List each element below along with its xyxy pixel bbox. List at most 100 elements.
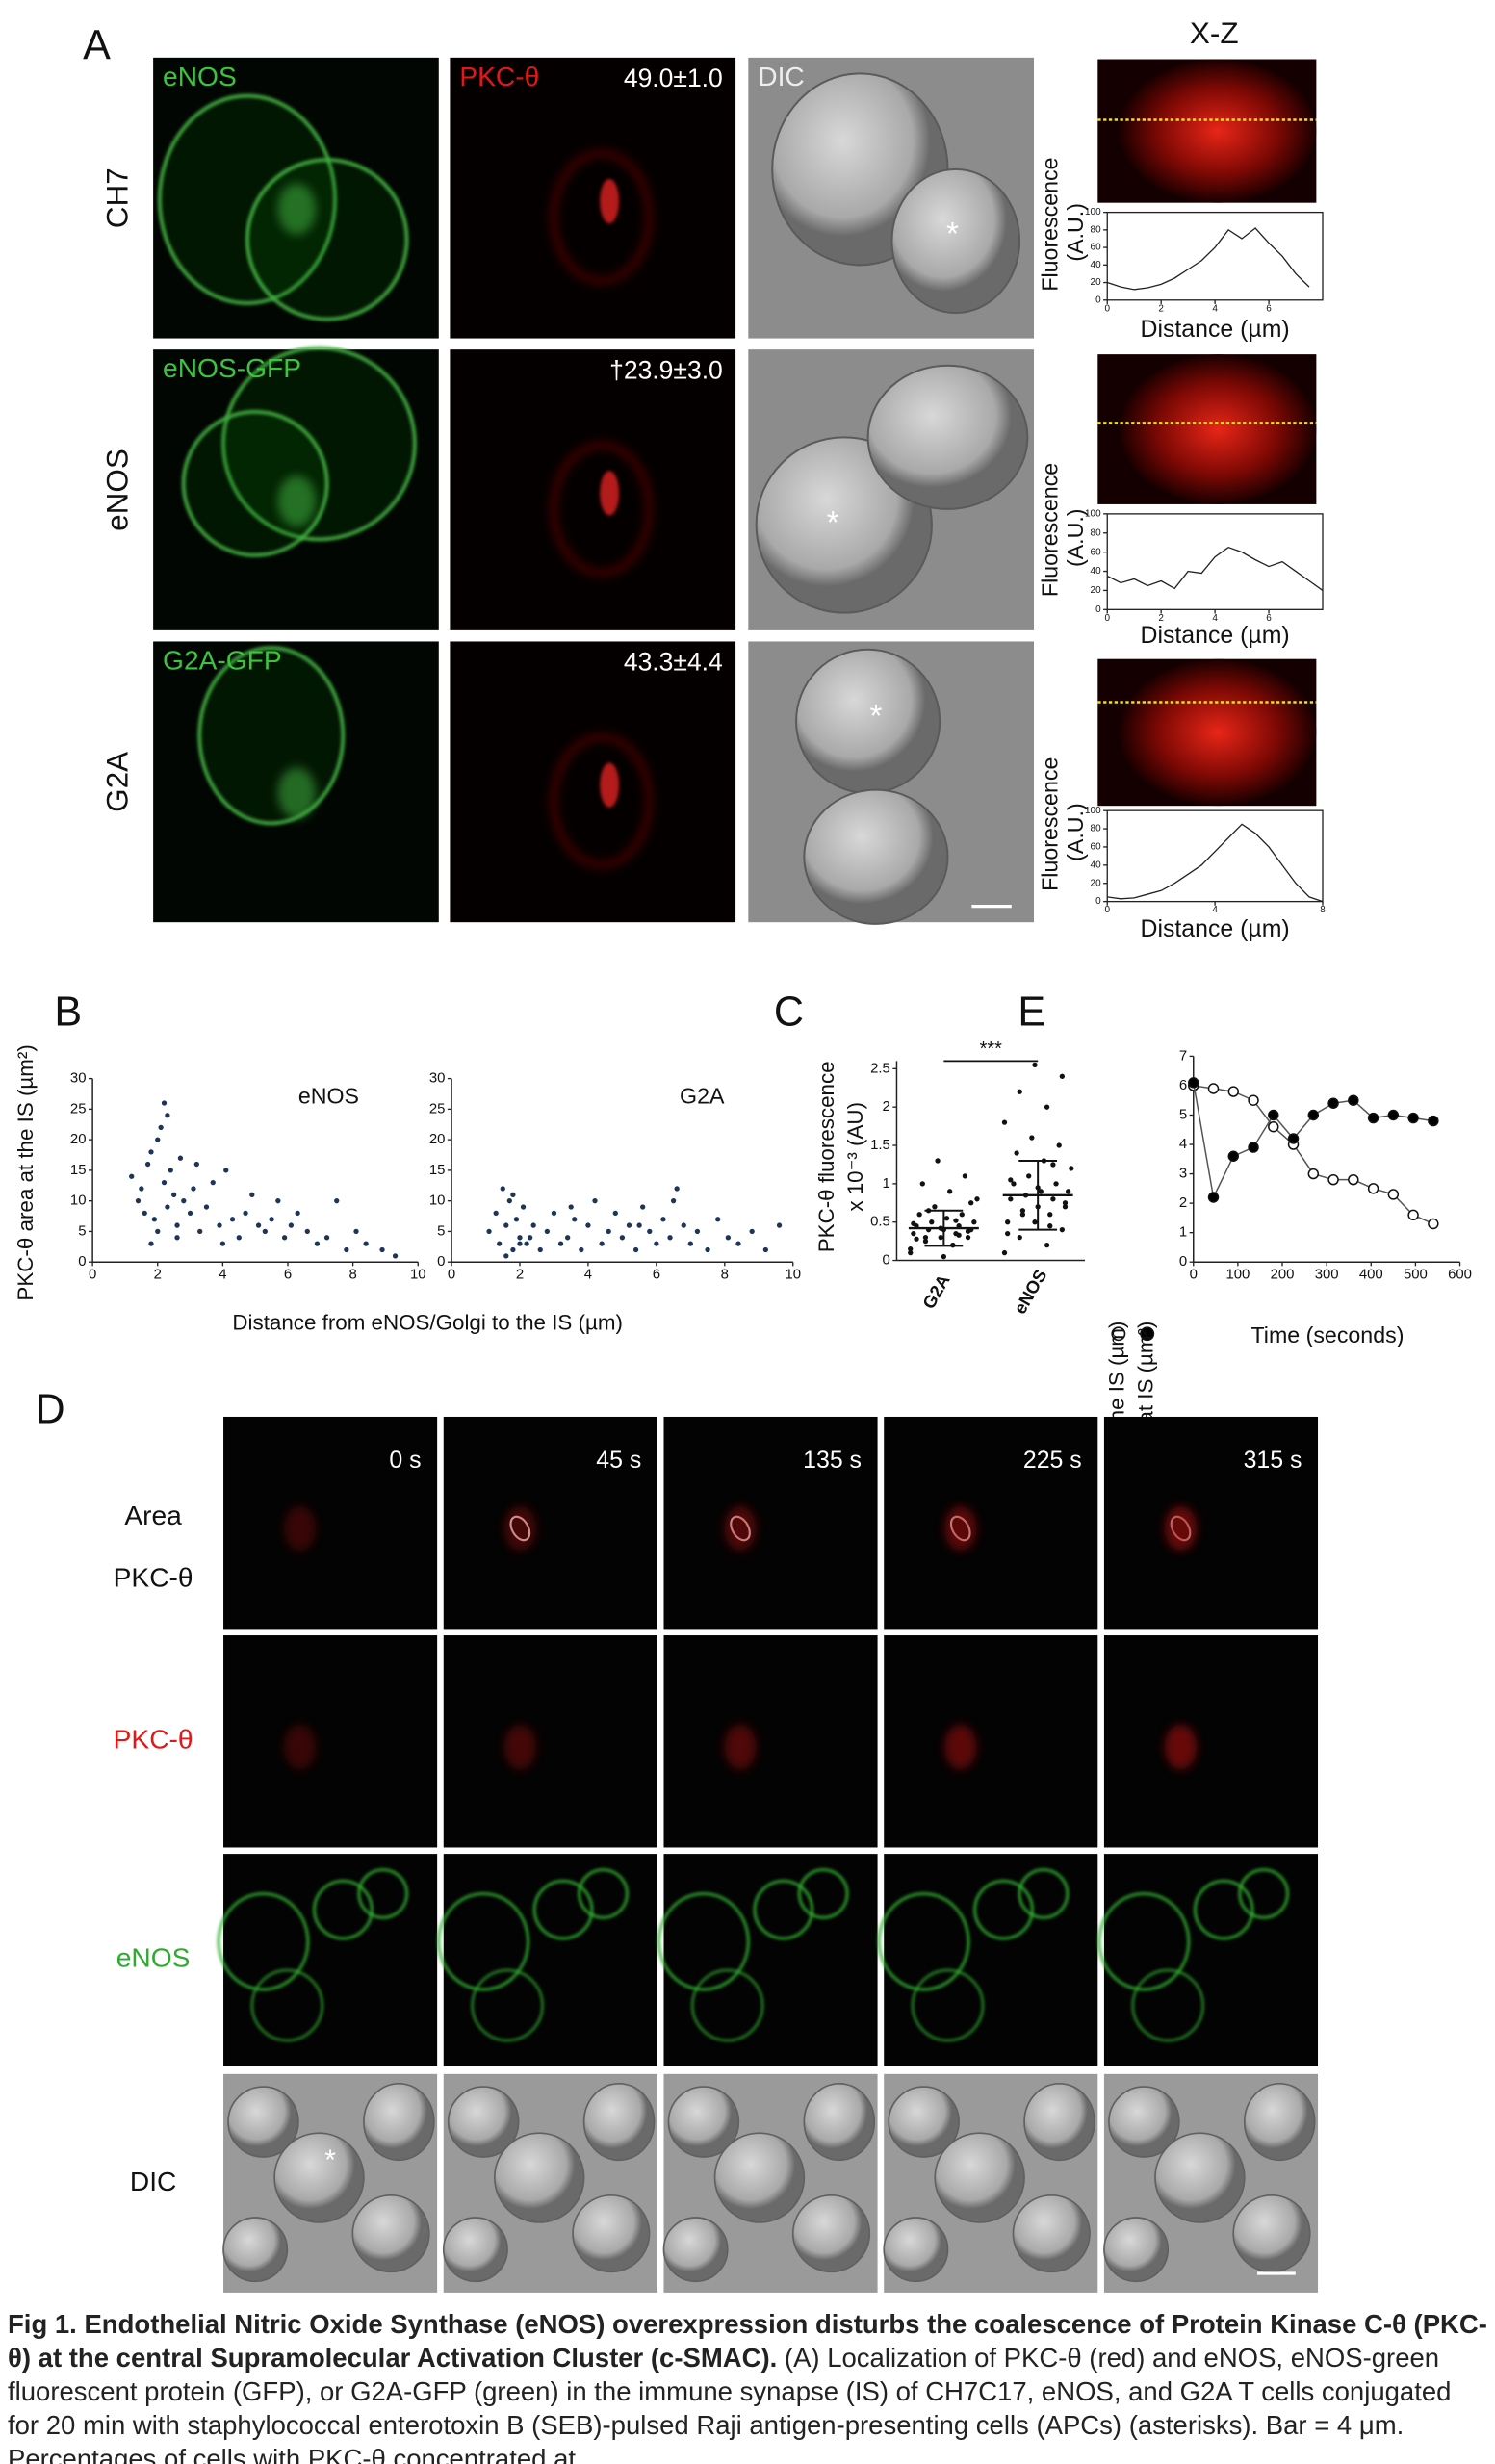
time-lapse-image xyxy=(1103,1854,1319,2066)
red-signal xyxy=(284,1724,317,1770)
y-tick-label: 20 xyxy=(1091,277,1102,288)
row-label: eNOS xyxy=(100,449,135,531)
dic-cell xyxy=(227,2086,299,2158)
dot xyxy=(1017,1234,1022,1241)
x-tick-label: 0 xyxy=(448,1268,455,1283)
x-tick-label: 200 xyxy=(1271,1268,1295,1283)
y-tick-label: 1 xyxy=(883,1176,890,1192)
scatter-point xyxy=(612,1210,618,1217)
x-tick-label: 0 xyxy=(1190,1268,1198,1283)
cell-outline xyxy=(691,1969,764,2042)
x-axis-label: Distance (µm) xyxy=(1141,915,1290,942)
dot xyxy=(1050,1196,1056,1202)
dot xyxy=(914,1236,919,1242)
percentage: 43.3±4.4 xyxy=(624,648,723,677)
dic-cell xyxy=(1232,2194,1311,2273)
x-tick-label: 2 xyxy=(1158,303,1164,314)
dot xyxy=(1065,1189,1071,1194)
cell-outline xyxy=(578,1868,629,1919)
scatter-point xyxy=(155,1228,161,1235)
dot xyxy=(959,1212,965,1218)
y-tick-label: 0.5 xyxy=(870,1215,890,1230)
scatter-point xyxy=(197,1228,203,1235)
row-label: PKC-θ xyxy=(114,1561,193,1592)
scatter-point xyxy=(530,1222,536,1228)
y-tick-label: 30 xyxy=(70,1071,87,1087)
scatter-point xyxy=(660,1217,666,1222)
x-axis-label: Distance from eNOS/Golgi to the IS (µm) xyxy=(232,1311,623,1335)
dot xyxy=(941,1253,947,1260)
scatter-point xyxy=(670,1198,677,1204)
profile-line xyxy=(1106,546,1324,591)
x-tick-label: 4 xyxy=(584,1268,592,1283)
panel-title: X-Z xyxy=(1190,15,1239,50)
time-lapse-image xyxy=(223,1416,438,1630)
dic-cell xyxy=(803,788,949,925)
scatter-point xyxy=(148,1149,154,1155)
scatter-point xyxy=(243,1210,248,1217)
dot xyxy=(965,1234,971,1241)
series-marker xyxy=(1327,1173,1339,1186)
y-tick-label: 0 xyxy=(1179,1254,1187,1270)
green-spot xyxy=(277,183,317,235)
row-label: eNOS xyxy=(116,1942,191,1973)
dot xyxy=(916,1212,922,1218)
scatter-point xyxy=(510,1246,516,1253)
x-tick-label: 300 xyxy=(1315,1268,1339,1283)
dic-cell xyxy=(1108,2086,1180,2158)
scatter-point xyxy=(486,1228,492,1235)
panel-label: A xyxy=(83,22,111,68)
x-tick-label: 6 xyxy=(1266,303,1272,314)
red-signal xyxy=(551,734,653,867)
y-tick-label: 100 xyxy=(1085,806,1101,816)
row-label: G2A xyxy=(100,752,135,812)
dot xyxy=(1008,1177,1014,1183)
dot xyxy=(1008,1196,1014,1202)
scatter-point xyxy=(527,1235,533,1241)
dot xyxy=(1059,1227,1065,1233)
dot xyxy=(1026,1173,1032,1179)
y-tick-label: 1.5 xyxy=(870,1138,890,1153)
scatter-point xyxy=(295,1210,300,1217)
asterisk: * xyxy=(869,699,882,734)
dot xyxy=(1019,1212,1026,1218)
dot xyxy=(1019,1208,1026,1214)
x-tick-label: 6 xyxy=(1266,613,1272,624)
y-tick-label: 4 xyxy=(1179,1137,1187,1152)
dic-cell xyxy=(662,2217,729,2283)
cell-outline xyxy=(877,1892,970,1991)
y-axis-label: Fluorescence xyxy=(1037,463,1062,597)
dot xyxy=(1032,1062,1038,1068)
red-signal xyxy=(503,1724,536,1770)
scatter-point xyxy=(229,1217,236,1222)
scatter-point xyxy=(599,1241,605,1246)
scatter-point xyxy=(776,1222,783,1228)
scatter-point xyxy=(236,1235,242,1241)
cell-outline xyxy=(313,1879,374,1940)
dot xyxy=(953,1218,959,1223)
dot xyxy=(932,1204,938,1210)
green-spot xyxy=(277,767,317,819)
dic-cell xyxy=(890,167,1021,315)
scatter-point xyxy=(323,1235,330,1241)
scatter-point xyxy=(191,1186,196,1192)
dot xyxy=(1059,1073,1065,1079)
y-tick-label: 5 xyxy=(1179,1107,1187,1122)
scatter-point xyxy=(674,1186,680,1192)
scatter-point xyxy=(177,1155,184,1161)
y-tick-label: 0 xyxy=(78,1254,86,1270)
scatter-point xyxy=(572,1217,578,1222)
x-tick-label: 6 xyxy=(653,1268,660,1283)
cell-outline xyxy=(532,1879,594,1940)
scatter-point xyxy=(269,1217,274,1222)
y-tick-label: 3 xyxy=(1179,1167,1187,1182)
y-axis-label: (A.U.) xyxy=(1063,508,1088,567)
dot xyxy=(1050,1162,1056,1168)
red-signal xyxy=(1164,1724,1198,1770)
y-tick-label: 5 xyxy=(437,1223,445,1239)
red-signal xyxy=(551,443,653,576)
dot xyxy=(974,1196,980,1202)
dot xyxy=(1047,1223,1053,1229)
time-lapse-image xyxy=(443,1635,657,1848)
scatter-point xyxy=(749,1228,755,1235)
